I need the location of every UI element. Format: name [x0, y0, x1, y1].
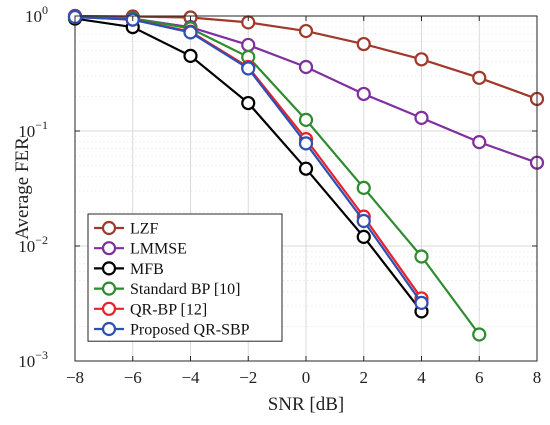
legend-marker-lmmse: [101, 241, 117, 256]
x-tick-label: −2: [239, 368, 257, 387]
data-point-standard-bp-10: [356, 180, 371, 196]
y-tick-label: 10−1: [18, 118, 48, 141]
data-point-mfb: [356, 229, 371, 244]
legend-label-proposed-qr-sbp: Proposed QR-SBP: [130, 322, 250, 339]
x-tick-label: −4: [181, 368, 200, 387]
data-point-lzf: [356, 36, 371, 52]
legend-marker-lzf: [101, 220, 117, 236]
ticks: −8 −6 −4 −2 0 2 4 6 8 10−3 10−2 10−1 100: [18, 3, 541, 387]
data-point-standard-bp-10: [414, 249, 429, 264]
data-point-lzf: [472, 70, 487, 85]
data-point-proposed-qr-sbp: [241, 61, 256, 76]
x-tick-label: 4: [417, 368, 426, 387]
data-point-proposed-qr-sbp: [298, 136, 314, 151]
data-point-lmmse: [472, 135, 487, 150]
data-point-standard-bp-10: [472, 327, 487, 342]
y-axis-label: Average FER: [12, 137, 33, 240]
data-point-proposed-qr-sbp: [414, 295, 429, 311]
x-tick-label: 6: [475, 368, 484, 387]
x-axis-label: SNR [dB]: [268, 394, 345, 415]
x-tick-label: 0: [302, 368, 311, 387]
y-tick-label: 100: [25, 3, 48, 26]
data-point-mfb: [298, 161, 314, 176]
legend-marker-qr-bp-12: [101, 301, 117, 316]
legend: LZF LMMSE MFB Standard BP [10] QR-BP [12] Pro…: [87, 213, 283, 342]
legend-label-qr-bp-12: QR-BP [12]: [130, 301, 207, 318]
x-tick-label: 2: [360, 368, 369, 387]
y-tick-label: 10−2: [18, 233, 48, 256]
legend-box: [87, 213, 283, 342]
series-line-standard-bp-10: [74, 15, 481, 336]
data-point-lzf: [414, 52, 429, 67]
data-point-lmmse: [414, 110, 429, 125]
legend-label-mfb: MFB: [130, 261, 164, 278]
legend-label-standard-bp-10: Standard BP [10]: [130, 281, 241, 298]
y-tick-label: 10−3: [18, 348, 48, 371]
legend-marker-standard-bp-10: [101, 281, 117, 296]
legend-marker-proposed-qr-sbp: [101, 321, 117, 337]
x-tick-label: 8: [533, 368, 542, 387]
x-tick-label: −6: [124, 368, 142, 387]
x-tick-label: −8: [66, 368, 84, 387]
legend-marker-mfb: [101, 261, 117, 276]
data-point-mfb: [241, 95, 256, 111]
data-point-lmmse: [241, 37, 256, 53]
data-point-lmmse: [356, 86, 371, 102]
data-point-proposed-qr-sbp: [183, 25, 198, 40]
data-point-proposed-qr-sbp: [356, 213, 371, 229]
series-standard-bp-10: [67, 9, 487, 342]
data-point-mfb: [183, 48, 198, 63]
data-point-standard-bp-10: [298, 112, 314, 127]
legend-label-lmmse: LMMSE: [130, 241, 187, 258]
legend-label-lzf: LZF: [130, 221, 159, 238]
data-point-lmmse: [298, 59, 314, 75]
data-point-lzf: [298, 23, 314, 39]
